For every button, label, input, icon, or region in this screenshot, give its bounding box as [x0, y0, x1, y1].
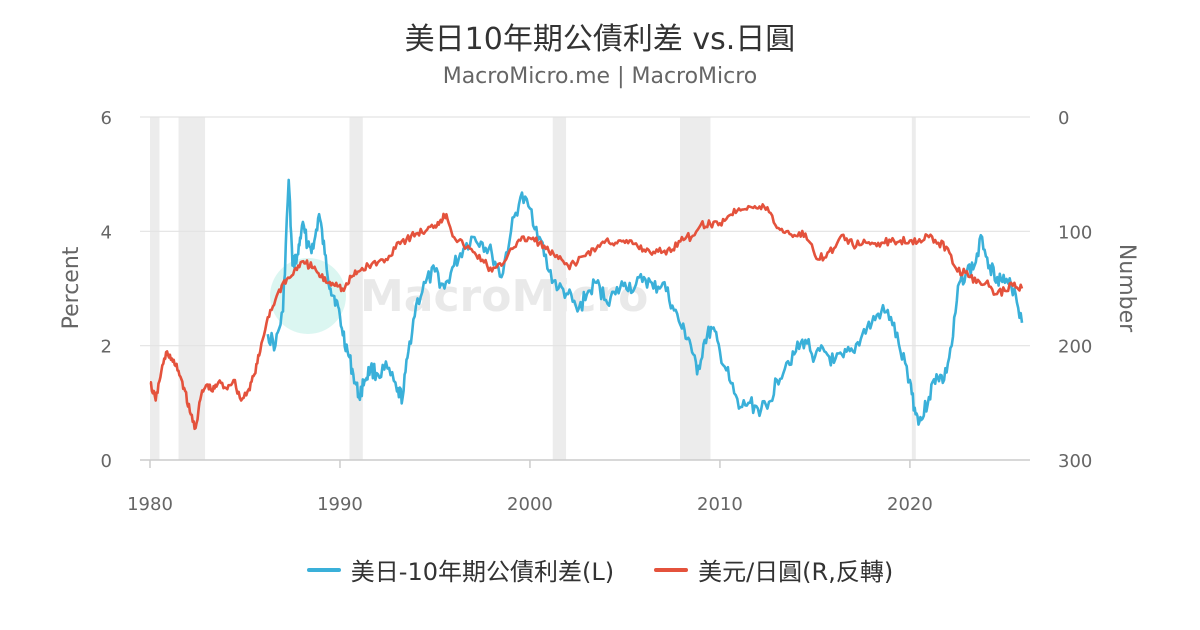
left-tick-label: 2 — [101, 337, 112, 358]
legend-swatch-usdjpy — [654, 567, 689, 572]
right-tick-label: 0 — [1058, 108, 1069, 129]
x-tick-label: 2000 — [507, 494, 553, 515]
recession-band-1 — [178, 117, 206, 460]
recession-shading — [150, 117, 916, 460]
left-axis-title: Percent — [59, 246, 84, 329]
series-lines — [149, 178, 1024, 431]
legend-item-usdjpy[interactable]: 美元/日圓(R,反轉) — [654, 552, 893, 587]
x-tick-label: 2020 — [887, 494, 933, 515]
legend: 美日-10年期公債利差(L) 美元/日圓(R,反轉) — [0, 552, 1200, 587]
right-axis-ticks: 0 100 200 300 — [1058, 108, 1092, 472]
left-tick-label: 6 — [101, 108, 112, 129]
recession-band-5 — [911, 117, 916, 460]
chart-title: 美日10年期公債利差 vs.日圓 — [404, 22, 796, 57]
left-axis-ticks: 0 2 4 6 — [101, 108, 112, 472]
left-tick-label: 0 — [101, 451, 112, 472]
left-tick-label: 4 — [101, 222, 112, 243]
series-line-1 — [149, 203, 1024, 431]
right-tick-label: 100 — [1058, 222, 1092, 243]
legend-item-spread[interactable]: 美日-10年期公債利差(L) — [306, 552, 615, 587]
series-line-0 — [266, 178, 1024, 426]
right-tick-label: 300 — [1058, 451, 1092, 472]
x-tick-label: 1980 — [127, 494, 173, 515]
legend-swatch-spread — [306, 567, 341, 572]
legend-label-spread: 美日-10年期公債利差(L) — [350, 558, 615, 586]
right-axis-title: Number — [1114, 244, 1139, 333]
recession-band-0 — [150, 117, 160, 460]
legend-label-usdjpy: 美元/日圓(R,反轉) — [698, 558, 894, 586]
x-tick-label: 2010 — [697, 494, 743, 515]
recession-band-4 — [680, 117, 711, 460]
recession-band-2 — [349, 117, 363, 460]
x-tick-label: 1990 — [317, 494, 363, 515]
x-axis-ticks: 1980 1990 2000 2010 2020 — [127, 460, 933, 515]
grid-lines — [140, 116, 1030, 347]
right-tick-label: 200 — [1058, 337, 1092, 358]
chart-subtitle: MacroMicro.me | MacroMicro — [442, 64, 758, 89]
